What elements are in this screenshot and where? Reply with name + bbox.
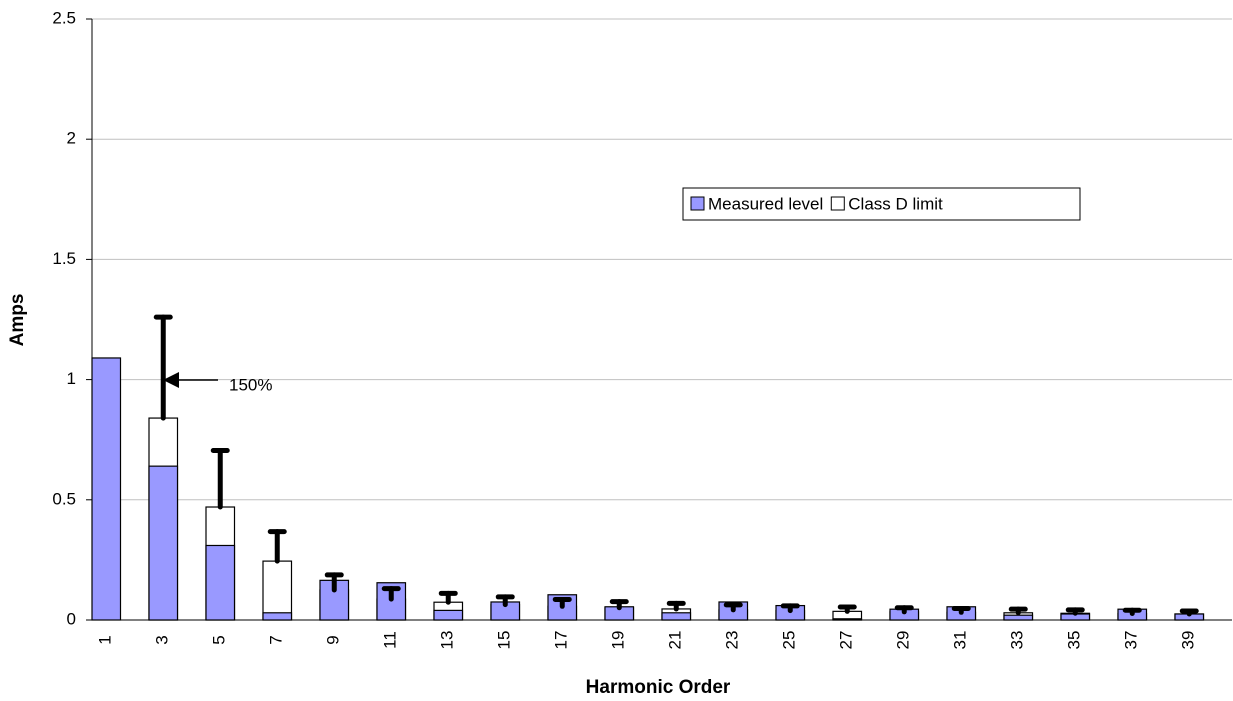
error-bar: [267, 529, 287, 564]
error-bar: [837, 604, 857, 614]
x-tick-label: 37: [1122, 631, 1141, 650]
bar: [91, 357, 122, 621]
error-bar: [666, 600, 686, 612]
error-bar: [381, 586, 401, 602]
x-tick-label: 19: [609, 631, 628, 650]
legend-box: [682, 187, 1081, 221]
y-tick-label: 2.5: [52, 8, 76, 27]
bar: [262, 612, 293, 621]
x-tick-label: 5: [210, 635, 229, 644]
y-axis-title: Amps: [7, 294, 28, 347]
error-bar: [1179, 608, 1199, 617]
error-bar: [609, 599, 629, 611]
error-bar: [780, 603, 800, 614]
legend-swatch: [690, 196, 705, 211]
x-axis-title: Harmonic Order: [586, 677, 731, 698]
bar: [433, 609, 464, 621]
y-tick-label: 0.5: [52, 489, 76, 508]
x-tick-label: 21: [666, 631, 685, 650]
error-bar: [1122, 607, 1142, 617]
error-bar: [438, 590, 458, 605]
y-tick-label: 0: [67, 609, 76, 628]
error-bar: [1008, 606, 1028, 616]
error-bar: [495, 594, 515, 608]
bar: [661, 612, 692, 621]
x-tick-label: 27: [837, 631, 856, 650]
error-bar: [210, 448, 230, 510]
x-tick-label: 39: [1179, 631, 1198, 650]
bar: [205, 544, 236, 621]
legend-label: Measured level: [708, 194, 823, 213]
x-tick-label: 33: [1008, 631, 1027, 650]
y-tick-label: 2: [67, 129, 76, 148]
legend-swatch: [830, 196, 845, 211]
y-tick-label: 1: [67, 369, 76, 388]
bar: [1003, 614, 1034, 621]
legend-label: Class D limit: [848, 194, 943, 213]
error-bar: [153, 314, 173, 421]
x-tick-label: 7: [267, 635, 286, 644]
x-tick-label: 17: [552, 631, 571, 650]
x-tick-label: 1: [96, 635, 115, 644]
error-bar: [894, 605, 914, 615]
error-bar: [1065, 607, 1085, 616]
bar: [832, 618, 863, 621]
error-bar: [951, 605, 971, 615]
x-tick-label: 3: [153, 635, 172, 644]
error-bar: [723, 602, 743, 613]
x-tick-label: 13: [438, 631, 457, 650]
annotation-arrowhead: [163, 372, 179, 388]
x-tick-label: 31: [951, 631, 970, 650]
error-bar: [552, 596, 572, 609]
bar: [262, 560, 293, 621]
annotation: 150%: [229, 375, 272, 394]
x-tick-label: 9: [324, 635, 343, 644]
x-tick-label: 25: [780, 631, 799, 650]
x-tick-label: 23: [723, 631, 742, 650]
y-tick-label: 1.5: [52, 249, 76, 268]
x-tick-label: 35: [1065, 631, 1084, 650]
error-bar: [324, 572, 344, 593]
x-tick-label: 11: [381, 631, 400, 649]
bar: [148, 465, 179, 621]
x-tick-label: 29: [894, 631, 913, 650]
x-tick-label: 15: [495, 631, 514, 650]
